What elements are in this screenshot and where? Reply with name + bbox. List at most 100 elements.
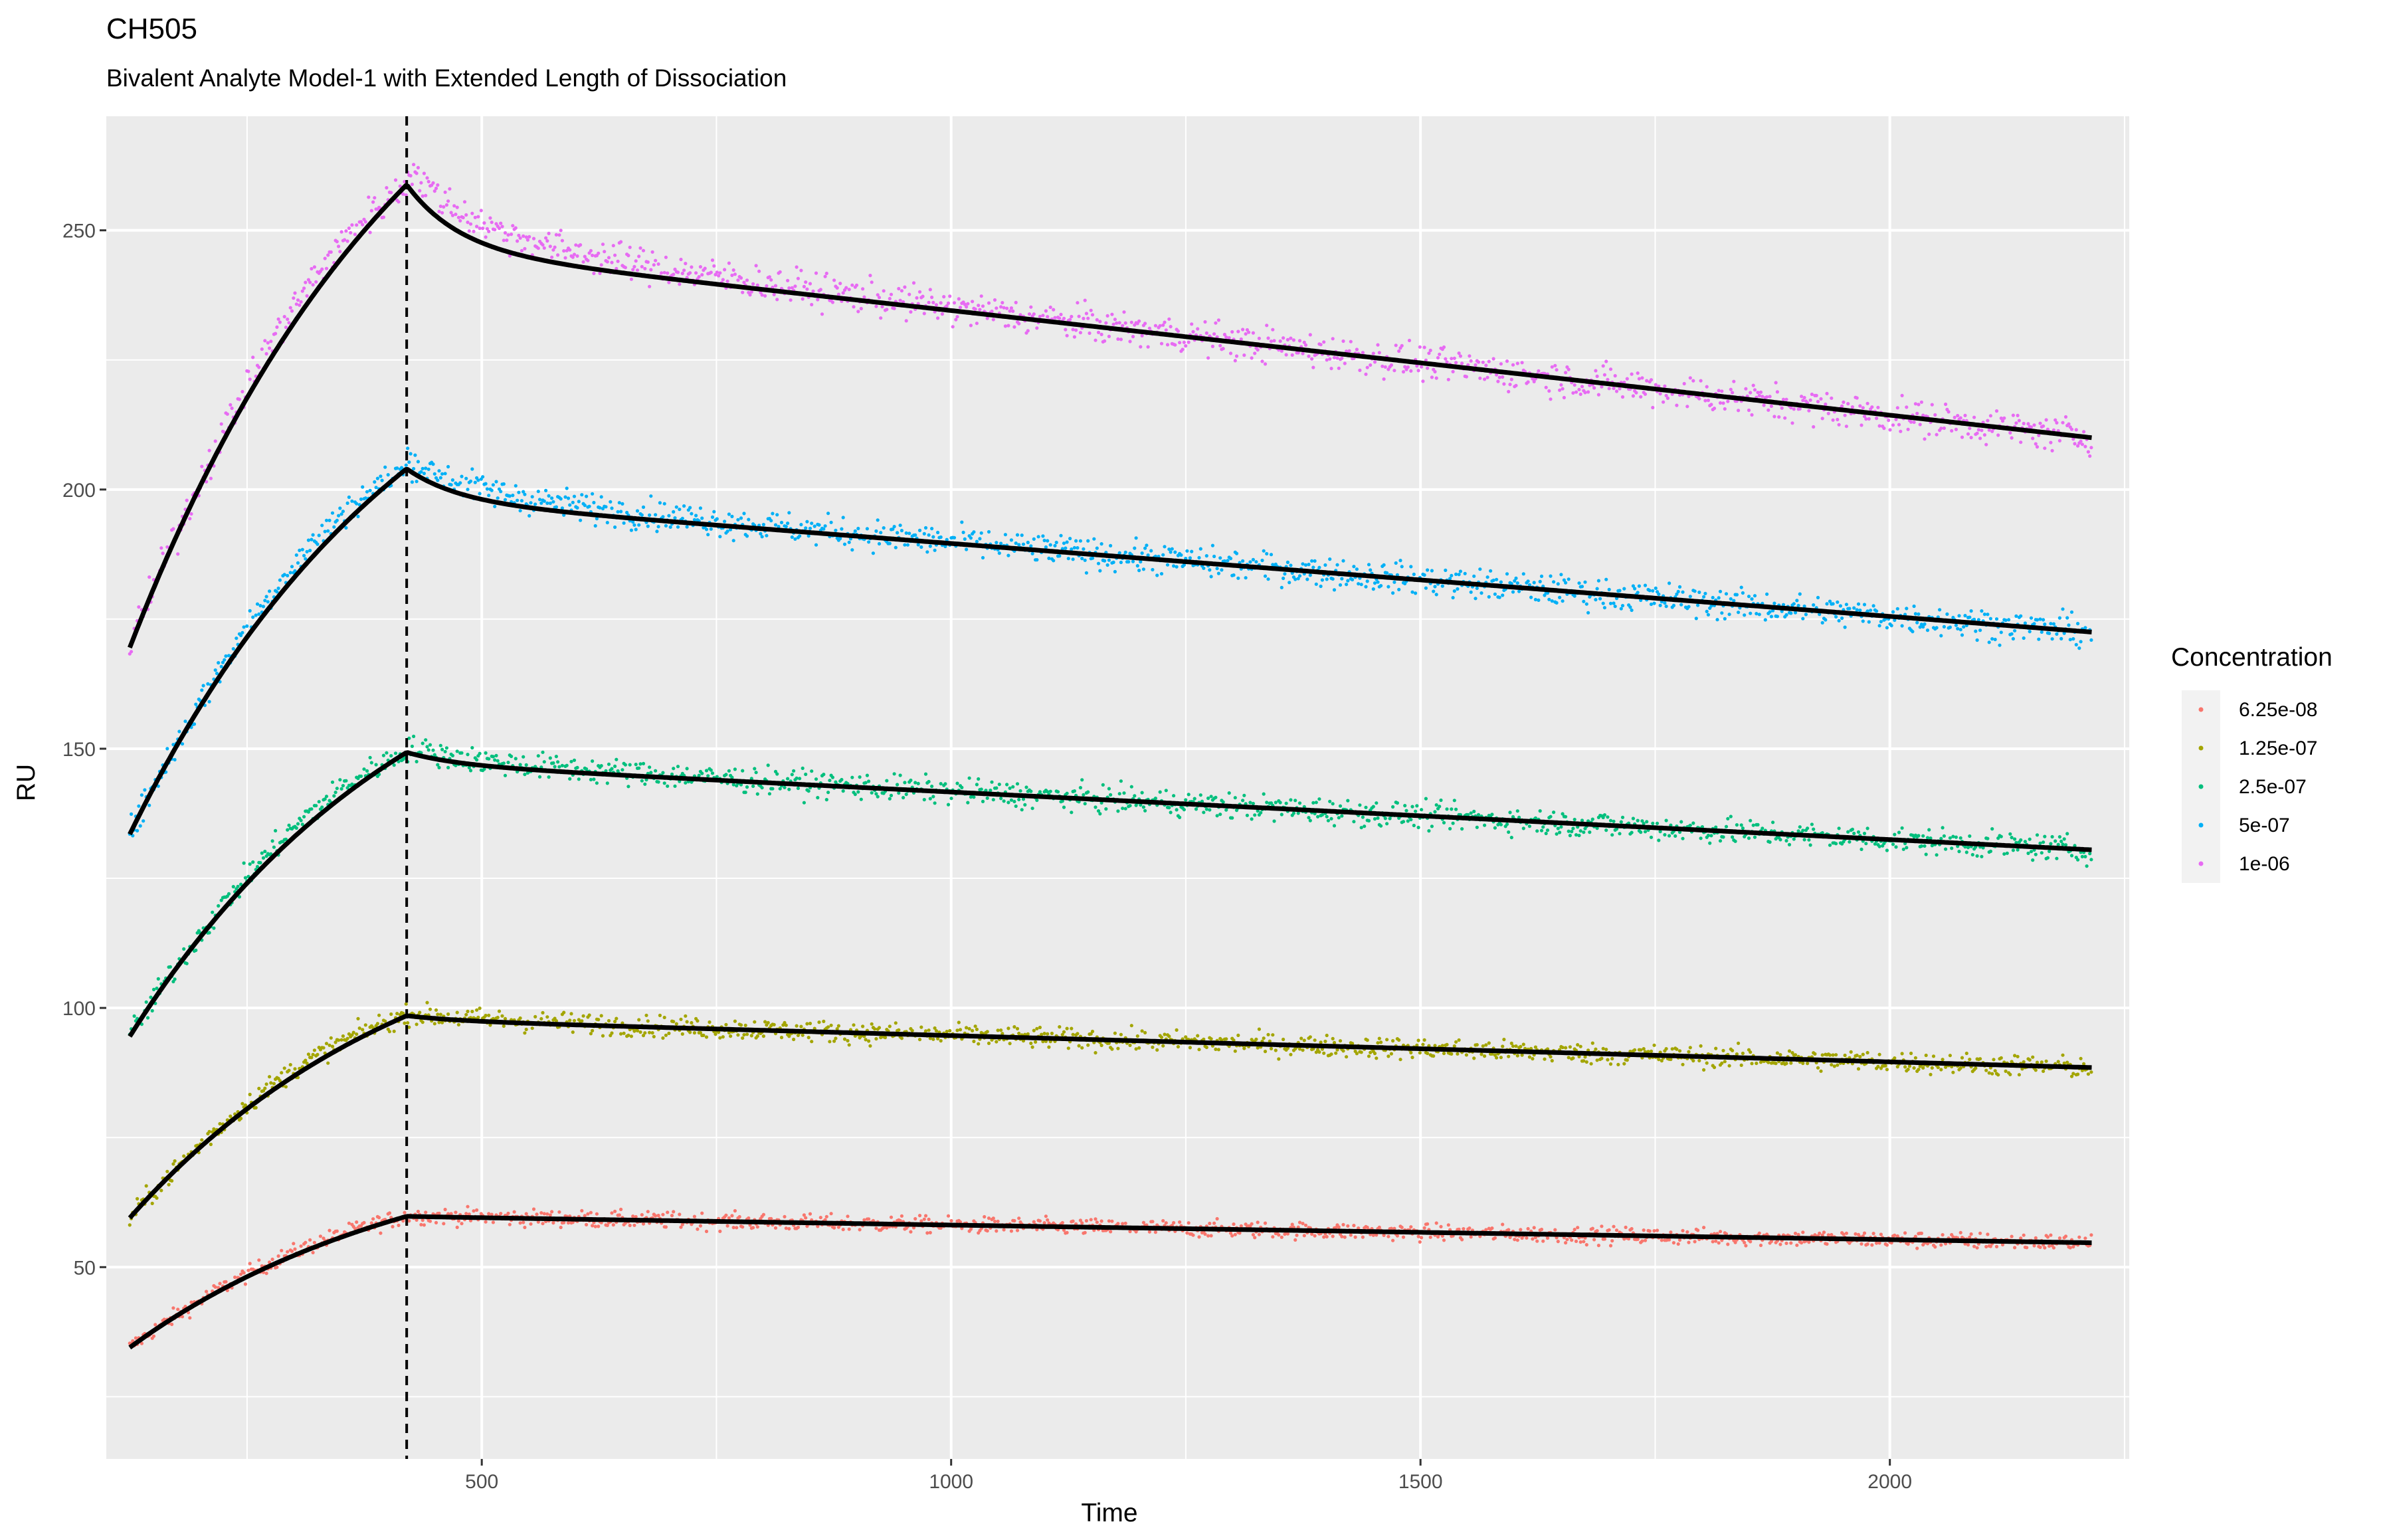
data-point [597, 1224, 601, 1228]
data-point [826, 512, 830, 516]
data-point [1116, 1222, 1120, 1226]
data-point [1026, 1032, 1030, 1036]
data-point [999, 1028, 1003, 1032]
data-point [2063, 843, 2068, 847]
data-point [550, 496, 554, 500]
data-point [533, 502, 537, 506]
data-point [1537, 598, 1541, 603]
data-point [1416, 1038, 1420, 1042]
data-point [223, 658, 227, 662]
data-point [1385, 571, 1389, 575]
data-point [310, 537, 314, 541]
data-point [298, 548, 302, 553]
data-point [710, 771, 715, 775]
data-point [580, 1019, 584, 1023]
data-point [487, 1212, 491, 1216]
data-point [723, 520, 727, 524]
data-point [328, 518, 332, 522]
data-point [609, 500, 613, 504]
data-point [840, 527, 844, 531]
data-point [1351, 1042, 1355, 1046]
data-point [836, 1024, 840, 1028]
data-point [1705, 1061, 1709, 1065]
data-point [1818, 1231, 1822, 1235]
data-point [326, 1061, 330, 1065]
data-point [1901, 847, 1905, 851]
data-point [1757, 1231, 1761, 1235]
data-point [1169, 811, 1173, 815]
data-point [1035, 798, 1039, 803]
data-point [1328, 799, 1332, 803]
data-point [607, 762, 611, 766]
data-point [834, 528, 838, 532]
data-point [268, 1260, 272, 1264]
data-point [706, 533, 710, 537]
data-point [925, 1231, 929, 1235]
data-point [559, 497, 563, 501]
data-point [1084, 571, 1088, 575]
data-point [502, 761, 506, 765]
data-point [840, 777, 844, 782]
data-point [145, 1016, 150, 1020]
data-point [1663, 601, 1667, 605]
data-point [706, 774, 710, 778]
data-point [1681, 1228, 1685, 1232]
data-point [1493, 592, 1497, 596]
data-point [1228, 1231, 1233, 1235]
data-point [300, 547, 304, 551]
data-point [769, 1216, 773, 1220]
data-point [587, 504, 591, 508]
data-point [1481, 1044, 1485, 1048]
data-point [1302, 1234, 1306, 1238]
data-point [724, 773, 728, 777]
data-point [562, 1220, 566, 1224]
data-point [1789, 1241, 1793, 1245]
data-point [1442, 1051, 1446, 1056]
data-point [1649, 1049, 1654, 1053]
data-point [167, 1183, 171, 1187]
data-point [1066, 1046, 1070, 1050]
data-point [1669, 1057, 1673, 1062]
data-point [747, 518, 751, 522]
data-point [1131, 559, 1135, 563]
data-point [502, 482, 506, 486]
data-point [749, 1034, 753, 1038]
data-point [685, 1020, 689, 1024]
data-point [694, 514, 698, 518]
data-point [245, 624, 249, 628]
data-point [1271, 1235, 1275, 1239]
data-point [961, 530, 965, 535]
data-point [1426, 1222, 1430, 1226]
data-point [1850, 827, 1854, 831]
data-point [850, 775, 854, 779]
data-point [251, 860, 255, 864]
data-point [714, 1032, 717, 1036]
data-point [1812, 827, 1816, 831]
data-point [796, 1225, 800, 1229]
data-point [2013, 837, 2017, 841]
data-point [1994, 1244, 1999, 1248]
data-point [1137, 569, 1141, 573]
data-point [339, 1038, 343, 1042]
data-point [362, 1220, 366, 1224]
data-point [1006, 1026, 1010, 1030]
data-point [1071, 1219, 1075, 1223]
data-point [1739, 1063, 1743, 1067]
data-point [151, 987, 156, 991]
data-point [293, 1247, 297, 1251]
data-point [1478, 567, 1482, 571]
data-point [476, 478, 480, 482]
data-point [1697, 1058, 1701, 1063]
data-point [450, 753, 455, 757]
data-point [194, 702, 198, 706]
data-point [1210, 543, 1214, 547]
data-point [654, 513, 658, 517]
data-point [709, 768, 713, 772]
data-point [1198, 547, 1202, 551]
data-point [981, 555, 985, 560]
data-point [1359, 826, 1363, 830]
data-point [1269, 1046, 1274, 1050]
data-point [700, 516, 704, 520]
data-point [640, 1212, 644, 1217]
data-point [1687, 1050, 1691, 1054]
